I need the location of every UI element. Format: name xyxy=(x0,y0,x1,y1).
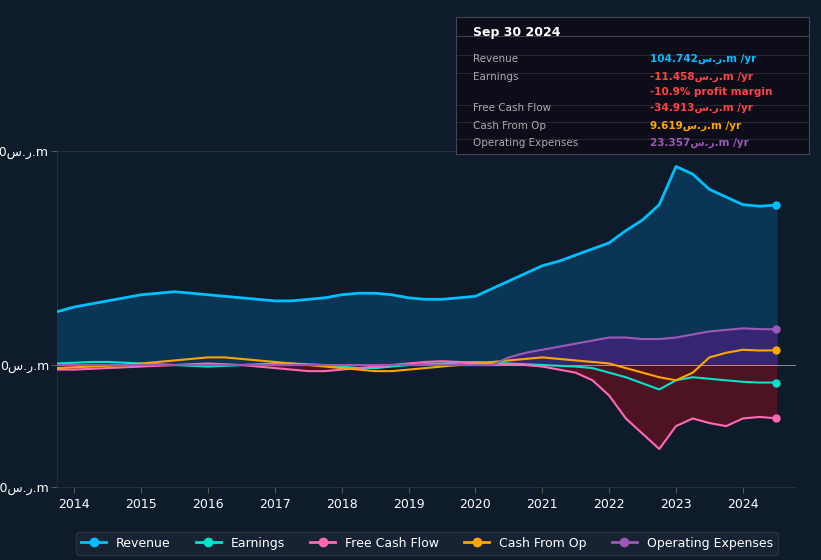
Text: Operating Expenses: Operating Expenses xyxy=(474,138,579,147)
Text: 9.619س.ر.m /yr: 9.619س.ر.m /yr xyxy=(650,121,741,131)
Legend: Revenue, Earnings, Free Cash Flow, Cash From Op, Operating Expenses: Revenue, Earnings, Free Cash Flow, Cash … xyxy=(76,532,777,555)
Text: 104.742س.ر.m /yr: 104.742س.ر.m /yr xyxy=(650,54,756,64)
Text: Earnings: Earnings xyxy=(474,72,519,82)
Text: Cash From Op: Cash From Op xyxy=(474,121,546,131)
Text: Free Cash Flow: Free Cash Flow xyxy=(474,103,552,113)
Text: Sep 30 2024: Sep 30 2024 xyxy=(474,26,561,39)
Text: 23.357س.ر.m /yr: 23.357س.ر.m /yr xyxy=(650,138,749,148)
Text: Revenue: Revenue xyxy=(474,54,518,64)
Text: -10.9% profit margin: -10.9% profit margin xyxy=(650,87,773,97)
Text: -34.913س.ر.m /yr: -34.913س.ر.m /yr xyxy=(650,103,753,114)
Text: -11.458س.ر.m /yr: -11.458س.ر.m /yr xyxy=(650,72,753,82)
